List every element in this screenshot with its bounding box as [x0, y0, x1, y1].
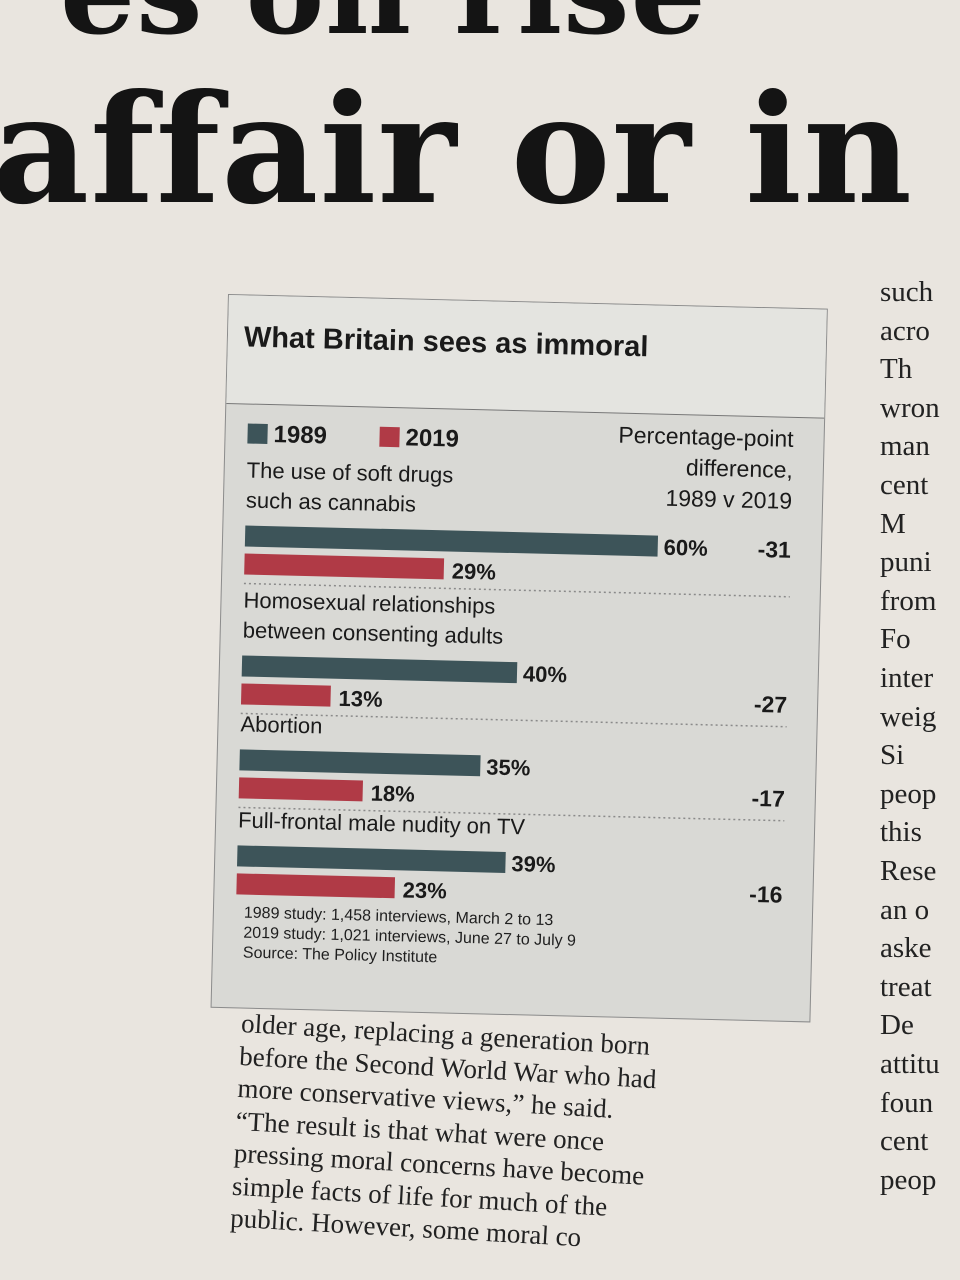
- category-divider: [238, 806, 785, 822]
- bar-2019: [244, 553, 445, 580]
- difference-value: -16: [749, 881, 783, 908]
- body-right-line: Th: [880, 353, 913, 386]
- body-right-line: attitu: [880, 1048, 940, 1080]
- body-right-line: this: [880, 816, 922, 849]
- body-right-line: weig: [880, 700, 937, 733]
- bar-value-2019: 13%: [338, 686, 383, 712]
- headline-line-1: es on rise: [60, 0, 707, 61]
- body-right-line: Rese: [880, 855, 937, 887]
- bar-2019: [238, 777, 363, 802]
- legend-label-1989: 1989: [273, 421, 327, 449]
- bar-value-2019: 18%: [370, 781, 415, 807]
- bar-1989: [241, 655, 518, 684]
- bar-chart: 1989 2019 Percentage-pointdifference,1989 …: [236, 421, 795, 967]
- legend-label-2019: 2019: [405, 424, 459, 452]
- bar-value-1989: 35%: [486, 754, 531, 780]
- body-right-line: wron: [880, 391, 940, 424]
- category-label: The use of soft drugs: [246, 458, 453, 488]
- difference-header-line: 1989 v 2019: [665, 485, 792, 514]
- difference-header-line: Percentage-point: [618, 422, 794, 452]
- body-right-line: man: [880, 430, 930, 463]
- body-right-line: cent: [880, 469, 929, 501]
- bar-value-1989: 39%: [511, 851, 556, 877]
- category-label: Full-frontal male nudity on TV: [238, 807, 526, 839]
- chart-header: What Britain sees as immoral: [226, 295, 827, 419]
- body-right-line: an o: [880, 893, 930, 926]
- body-right-line: foun: [880, 1086, 934, 1119]
- category-label: Abortion: [240, 711, 323, 738]
- body-right-line: aske: [880, 932, 932, 965]
- body-right-line: inter: [880, 662, 934, 694]
- headline-line-2: affair or in p: [0, 62, 960, 238]
- legend-swatch-1989: [247, 423, 268, 445]
- difference-value: -27: [754, 691, 788, 718]
- difference-value: -17: [751, 785, 785, 812]
- bar-value-2019: 29%: [452, 559, 497, 585]
- bar-value-1989: 60%: [663, 535, 708, 561]
- footnote: Source: The Policy Institute: [243, 945, 438, 967]
- category-label: Homosexual relationships: [243, 587, 495, 618]
- bar-1989: [237, 845, 506, 873]
- difference-value: -31: [757, 536, 791, 563]
- body-right-line: such: [880, 276, 934, 308]
- chart-box: What Britain sees as immoral 1989 2019 Per…: [210, 294, 828, 1023]
- body-right-line: Si: [880, 739, 905, 772]
- body-right-line: treat: [880, 970, 932, 1003]
- bar-1989: [244, 525, 659, 557]
- category-label: such as cannabis: [246, 488, 417, 517]
- body-right-line: De: [880, 1009, 914, 1042]
- body-right-line: cent: [880, 1125, 929, 1158]
- category-divider: [240, 712, 787, 728]
- bar-2019: [236, 873, 396, 899]
- body-right-line: from: [880, 584, 937, 617]
- bar-1989: [239, 749, 481, 777]
- body-right-line: M: [880, 507, 906, 540]
- bar-value-1989: 40%: [523, 661, 568, 687]
- category-label: between consenting adults: [242, 617, 503, 648]
- legend-swatch-2019: [379, 426, 400, 448]
- bar-value-2019: 23%: [402, 877, 447, 903]
- chart-title: What Britain sees as immoral: [243, 321, 649, 364]
- body-right-line: peop: [880, 1163, 937, 1196]
- body-right-line: peop: [880, 777, 937, 810]
- body-right-line: Fo: [880, 623, 911, 656]
- bar-2019: [240, 683, 331, 707]
- difference-header-line: difference,: [686, 454, 794, 483]
- body-right-line: puni: [880, 546, 932, 579]
- body-right-line: acro: [880, 314, 930, 347]
